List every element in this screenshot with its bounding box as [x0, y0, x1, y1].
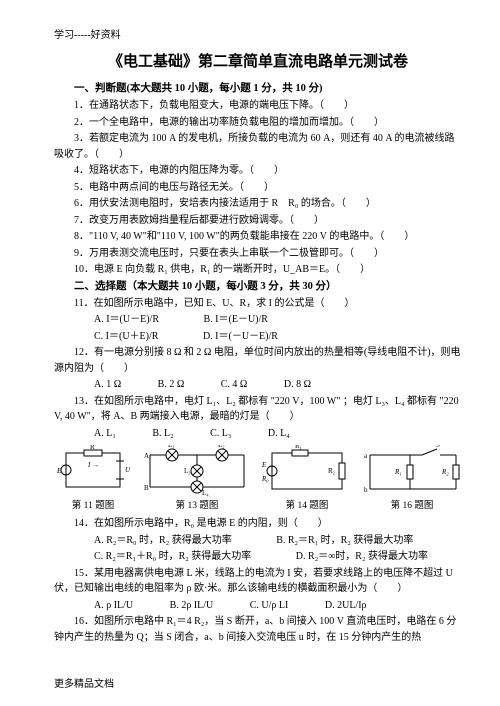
- q14: 14．在如图所示电路中，R₀ 是电源 E 的内阻，则（ ）: [54, 516, 462, 532]
- q11-opt-a: A. I＝(U－E)/R: [74, 312, 159, 328]
- q2: 2．一个全电路中，电源的输出功率随负载电阻的增加而增加。（ ）: [54, 115, 462, 131]
- q11-options-cd: C. I＝(U＋E)/R D. I＝(－U－E)/R: [54, 329, 462, 345]
- q1: 1．在通路状态下，负载电阻变大，电源的端电压下降。（ ）: [54, 98, 462, 114]
- q12-opt-b: B. 2 Ω: [138, 377, 185, 393]
- q13-opt-a: A. L₁: [74, 426, 116, 442]
- doc-title: 《电工基础》第二章简单直流电路单元测试卷: [54, 50, 462, 73]
- q16: 16．如图所示电路中 R₁＝4 R₂，当 S 断开，a、b 间接入 100 V …: [54, 614, 462, 645]
- q14-options-ab: A. R₂＝R₀ 时，R₂ 获得最大功率 B. R₂＝R₁ 时，R₂ 获得最大功…: [54, 533, 462, 549]
- section-1-head-text: 一、判断题(本大题共 10 小题，每小题 1 分，共 10 分): [74, 83, 323, 94]
- q7: 7．改变万用表欧姆挡量程后都要进行欧姆调零。（ ）: [54, 213, 462, 229]
- q14-opt-d: D. R₂＝∞时，R₂ 获得最大功率: [276, 549, 428, 565]
- svg-text:L₂: L₂: [218, 445, 225, 449]
- q14-options-cd: C. R₂＝R₁＋R₀ 时，R₂ 获得最大功率 D. R₂＝∞时，R₂ 获得最大…: [54, 549, 462, 565]
- svg-text:L₁: L₁: [168, 445, 175, 449]
- q13-opt-d: D. L₄: [248, 426, 290, 442]
- q15: 15．某用电器离供电电源 L 米，线路上的电流为 I 安，若要求线路上的电压降不…: [54, 566, 462, 597]
- fig-q13: A B L₁ L₃ L₂ L₄: [142, 445, 252, 497]
- q12-opt-c: C. 4 Ω: [201, 377, 248, 393]
- q4: 4．短路状态下，电源的内阻压降为零。（ ）: [54, 163, 462, 179]
- svg-text:I →: I →: [87, 461, 99, 469]
- q12-options: A. 1 Ω B. 2 Ω C. 4 Ω D. 8 Ω: [54, 377, 462, 393]
- page-header: 学习-----好资料: [54, 28, 462, 44]
- q13-opt-b: B. L₂: [132, 426, 173, 442]
- svg-text:R₂: R₂: [328, 467, 336, 475]
- fig-q16: S a b R₁ R₂: [362, 445, 462, 497]
- q13: 13．在如图所示电路中，电灯 L₁、L₂ 都标有 "220 V，100 W" ；…: [54, 394, 462, 425]
- q3: 3．若额定电流为 100 A 的发电机，所接负载的电流为 60 A，则还有 40…: [54, 131, 462, 162]
- svg-text:R: R: [90, 445, 95, 451]
- q13-options: A. L₁ B. L₂ C. L₃ D. L₄: [54, 426, 462, 442]
- fig-q11: E R U I →: [54, 445, 132, 497]
- svg-text:R₁: R₁: [394, 468, 402, 476]
- figure-row: E R U I → A B L₁ L₃: [54, 445, 462, 497]
- q15-opt-d: D. 2UL/Iρ: [305, 598, 367, 614]
- q11-opt-d: D. I＝(－U－E)/R: [183, 329, 278, 345]
- svg-text:E: E: [56, 467, 62, 475]
- q11-opt-c: C. I＝(U＋E)/R: [74, 329, 158, 345]
- q8: 8．"110 V, 40 W"和"110 V, 100 W"的两负载能串接在 2…: [54, 229, 462, 245]
- q15-opt-b: B. 2ρ IL/U: [150, 598, 214, 614]
- q15-options: A. ρ IL/U B. 2ρ IL/U C. U/ρ LI D. 2UL/Iρ: [54, 598, 462, 614]
- svg-text:R₀: R₀: [262, 475, 269, 483]
- q12-opt-d: D. 8 Ω: [264, 377, 311, 393]
- cap-q14: 第 14 题图: [262, 499, 352, 514]
- cap-q13: 第 13 题图: [142, 499, 252, 514]
- q9: 9．万用表测交流电压时，只要在表头上串联一个二极管即可。（ ）: [54, 246, 462, 262]
- svg-text:S: S: [436, 445, 440, 449]
- q11-options-ab: A. I＝(U－E)/R B. I＝(E－U)/R: [54, 312, 462, 328]
- q14-opt-c: C. R₂＝R₁＋R₀ 时，R₂ 获得最大功率: [74, 549, 251, 565]
- q15-opt-c: C. U/ρ LI: [230, 598, 289, 614]
- cap-q16: 第 16 题图: [362, 499, 462, 514]
- svg-text:R₁: R₁: [295, 445, 302, 450]
- q11: 11．在如图所示电路中，已知 E、U、R，求 I 的公式是（ ）: [54, 296, 462, 312]
- section-2-head-text: 二、选择题（本大题共 10 小题，每小题 3 分，共 30 分）: [74, 281, 337, 292]
- svg-text:E: E: [262, 461, 267, 469]
- q5: 5．电路中两点间的电压与路径无关。（ ）: [54, 180, 462, 196]
- q11-opt-b: B. I＝(E－U)/R: [184, 312, 268, 328]
- page-footer: 更多精品文档: [54, 675, 114, 690]
- section-2-heading: 二、选择题（本大题共 10 小题，每小题 3 分，共 30 分）: [54, 279, 462, 295]
- q15-opt-a: A. ρ IL/U: [74, 598, 133, 614]
- cap-q11: 第 11 题图: [54, 499, 132, 514]
- svg-text:b: b: [364, 486, 368, 494]
- q13-opt-c: C. L₃: [190, 426, 231, 442]
- q6: 6．用伏安法测电阻时，安培表内接法适用于 R R₀ 的场合。（ ）: [54, 196, 462, 212]
- q10: 10．电源 E 向负载 R₁ 供电，R₁ 的一端断开时，U_AB＝E。（ ）: [54, 262, 462, 278]
- fig-q14: E R₀ R₁ R₂: [262, 445, 352, 497]
- svg-text:B: B: [144, 484, 149, 492]
- svg-text:L₄: L₄: [202, 489, 209, 497]
- svg-text:U: U: [125, 466, 131, 474]
- q12-opt-a: A. 1 Ω: [74, 377, 121, 393]
- svg-text:L₃: L₃: [184, 467, 191, 475]
- q14-opt-a: A. R₂＝R₀ 时，R₂ 获得最大功率: [74, 533, 232, 549]
- section-1-heading: 一、判断题(本大题共 10 小题，每小题 1 分，共 10 分): [54, 81, 462, 97]
- svg-text:A: A: [144, 452, 149, 460]
- q14-opt-b: B. R₂＝R₁ 时，R₂ 获得最大功率: [256, 533, 413, 549]
- svg-text:R₂: R₂: [441, 468, 449, 476]
- svg-text:a: a: [364, 452, 368, 460]
- figure-captions: 第 11 题图 第 13 题图 第 14 题图 第 16 题图: [54, 499, 462, 514]
- q12: 12．有一电源分别接 8 Ω 和 2 Ω 电阻，单位时间内放出的热量相等(导线电…: [54, 345, 462, 376]
